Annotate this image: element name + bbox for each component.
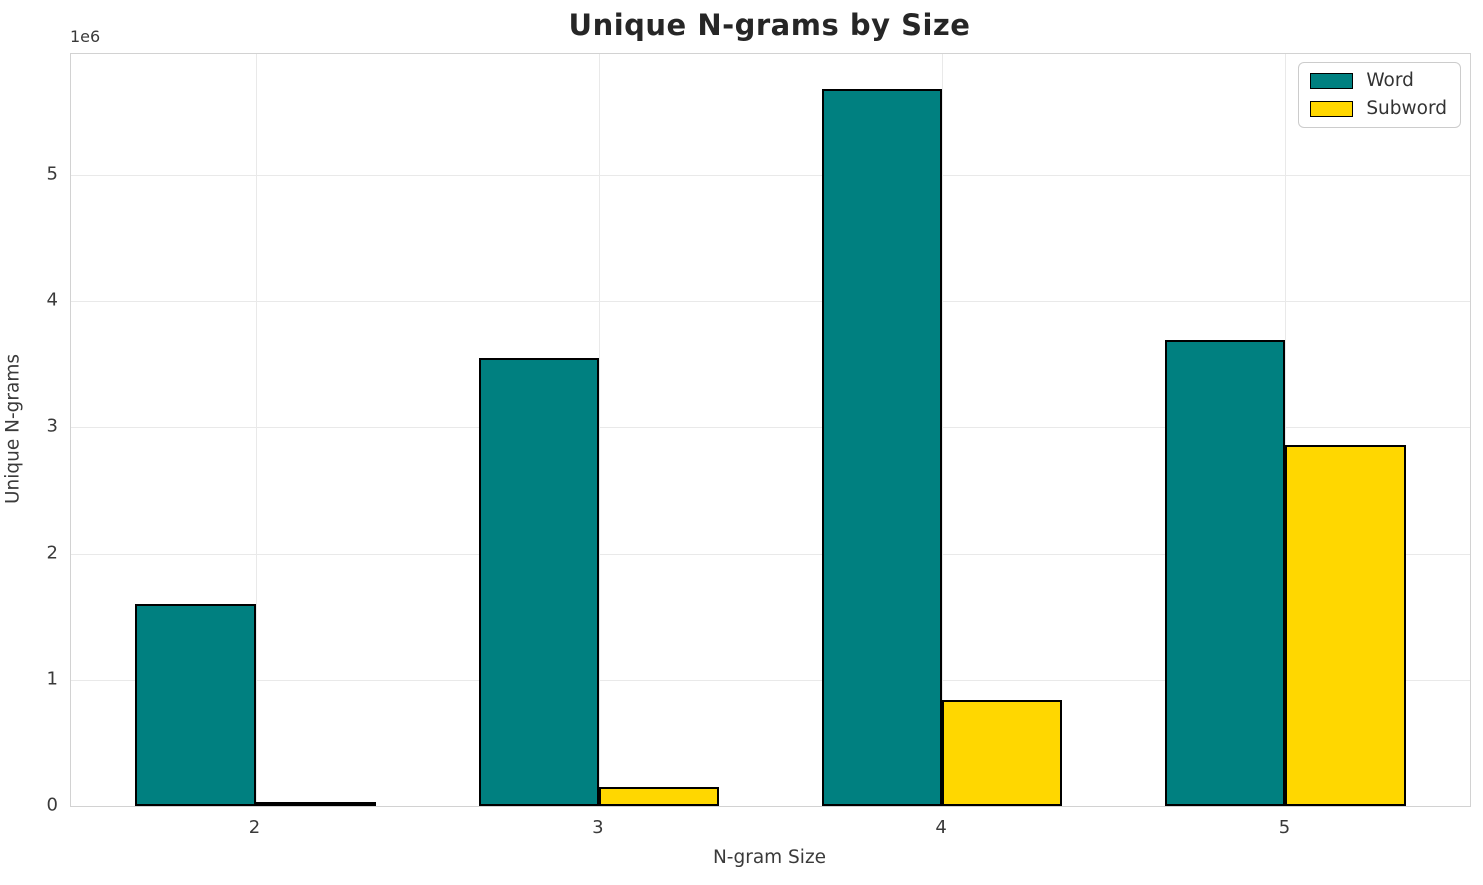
v-gridline-4: [942, 54, 944, 806]
v-gridline-3: [598, 54, 600, 806]
legend-item-word: Word: [1310, 70, 1447, 91]
y-tick-0: 0: [46, 794, 58, 816]
h-gridline-2: [71, 553, 1470, 555]
legend-label-subword: Subword: [1366, 97, 1447, 119]
legend: Word Subword: [1298, 62, 1461, 128]
y-tick-4: 4: [46, 289, 58, 311]
bar-subword-5: [1285, 445, 1406, 806]
h-gridline-3: [71, 427, 1470, 429]
bar-word-2: [135, 604, 256, 806]
legend-swatch-word: [1310, 73, 1354, 90]
y-axis-offset-label: 1e6: [70, 27, 101, 46]
y-tick-5: 5: [46, 163, 58, 185]
bar-word-5: [1165, 340, 1286, 806]
x-tick-3: 3: [592, 817, 604, 838]
legend-label-word: Word: [1366, 70, 1414, 91]
h-gridline-5: [71, 175, 1470, 177]
legend-swatch-subword: [1310, 100, 1354, 117]
x-tick-5: 5: [1278, 817, 1291, 838]
x-tick-2: 2: [248, 817, 261, 838]
y-tick-2: 2: [46, 542, 58, 564]
h-gridline-1: [71, 679, 1470, 681]
bar-word-4: [821, 89, 943, 806]
h-gridline-4: [71, 301, 1470, 303]
legend-item-subword: Subword: [1310, 97, 1447, 119]
bar-subword-4: [942, 700, 1063, 806]
y-tick-1: 1: [46, 668, 58, 690]
plot-area: Word Subword: [70, 53, 1471, 807]
x-tick-4: 4: [935, 817, 947, 838]
bar-subword-3: [598, 787, 719, 806]
bar-subword-2: [255, 802, 376, 806]
v-gridline-5: [1285, 54, 1287, 806]
x-axis-label: N-gram Size: [712, 847, 827, 868]
chart-title: Unique N-grams by Size: [568, 8, 971, 42]
v-gridline-2: [255, 54, 257, 806]
y-tick-3: 3: [46, 415, 58, 437]
bar-word-3: [478, 358, 599, 806]
